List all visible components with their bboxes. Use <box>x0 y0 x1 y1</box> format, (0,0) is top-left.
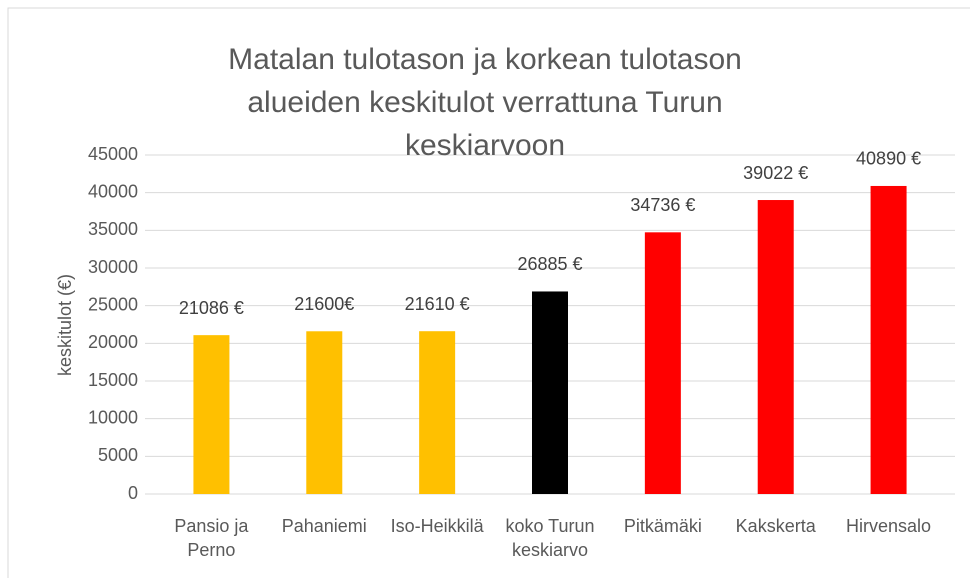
y-tick-label: 30000 <box>88 257 138 277</box>
bar <box>532 291 568 494</box>
x-tick-label: Pahaniemi <box>281 516 367 536</box>
bar <box>193 335 230 494</box>
value-label: 26885 € <box>517 254 582 274</box>
y-tick-label: 45000 <box>88 144 138 164</box>
bar <box>870 185 907 494</box>
x-tick-label: Pitkämäki <box>623 516 702 536</box>
bar <box>757 200 794 494</box>
bar <box>419 331 456 494</box>
value-label: 21600€ <box>294 294 354 314</box>
y-tick-label: 25000 <box>88 294 138 314</box>
y-tick-label: 10000 <box>88 407 138 427</box>
x-tick-label: koko Turun keskiarvo <box>505 516 595 560</box>
y-tick-label: 15000 <box>88 370 138 390</box>
x-tick-label: Pansio ja Perno <box>174 516 249 560</box>
y-axis-label: keskitulot (€) <box>55 274 75 376</box>
value-label: 39022 € <box>743 163 808 183</box>
y-tick-label: 0 <box>128 483 138 503</box>
y-tick-label: 40000 <box>88 181 138 201</box>
x-tick-label: Iso-Heikkilä <box>390 516 484 536</box>
y-tick-label: 35000 <box>88 219 138 239</box>
x-tick-label: Kakskerta <box>735 516 816 536</box>
value-label: 34736 € <box>630 195 695 215</box>
y-tick-label: 20000 <box>88 332 138 352</box>
bar <box>644 232 681 494</box>
value-label: 21086 € <box>179 298 244 318</box>
value-label: 21610 € <box>405 294 470 314</box>
chart-title: Matalan tulotason ja korkean tulotason a… <box>228 43 742 162</box>
y-tick-label: 5000 <box>98 445 138 465</box>
x-tick-label: Hirvensalo <box>846 516 932 536</box>
bar <box>306 331 343 494</box>
value-label: 40890 € <box>856 149 921 169</box>
chart-border <box>7 7 970 578</box>
